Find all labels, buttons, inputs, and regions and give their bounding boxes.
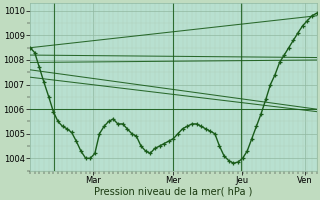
X-axis label: Pression niveau de la mer( hPa ): Pression niveau de la mer( hPa ) xyxy=(94,187,252,197)
